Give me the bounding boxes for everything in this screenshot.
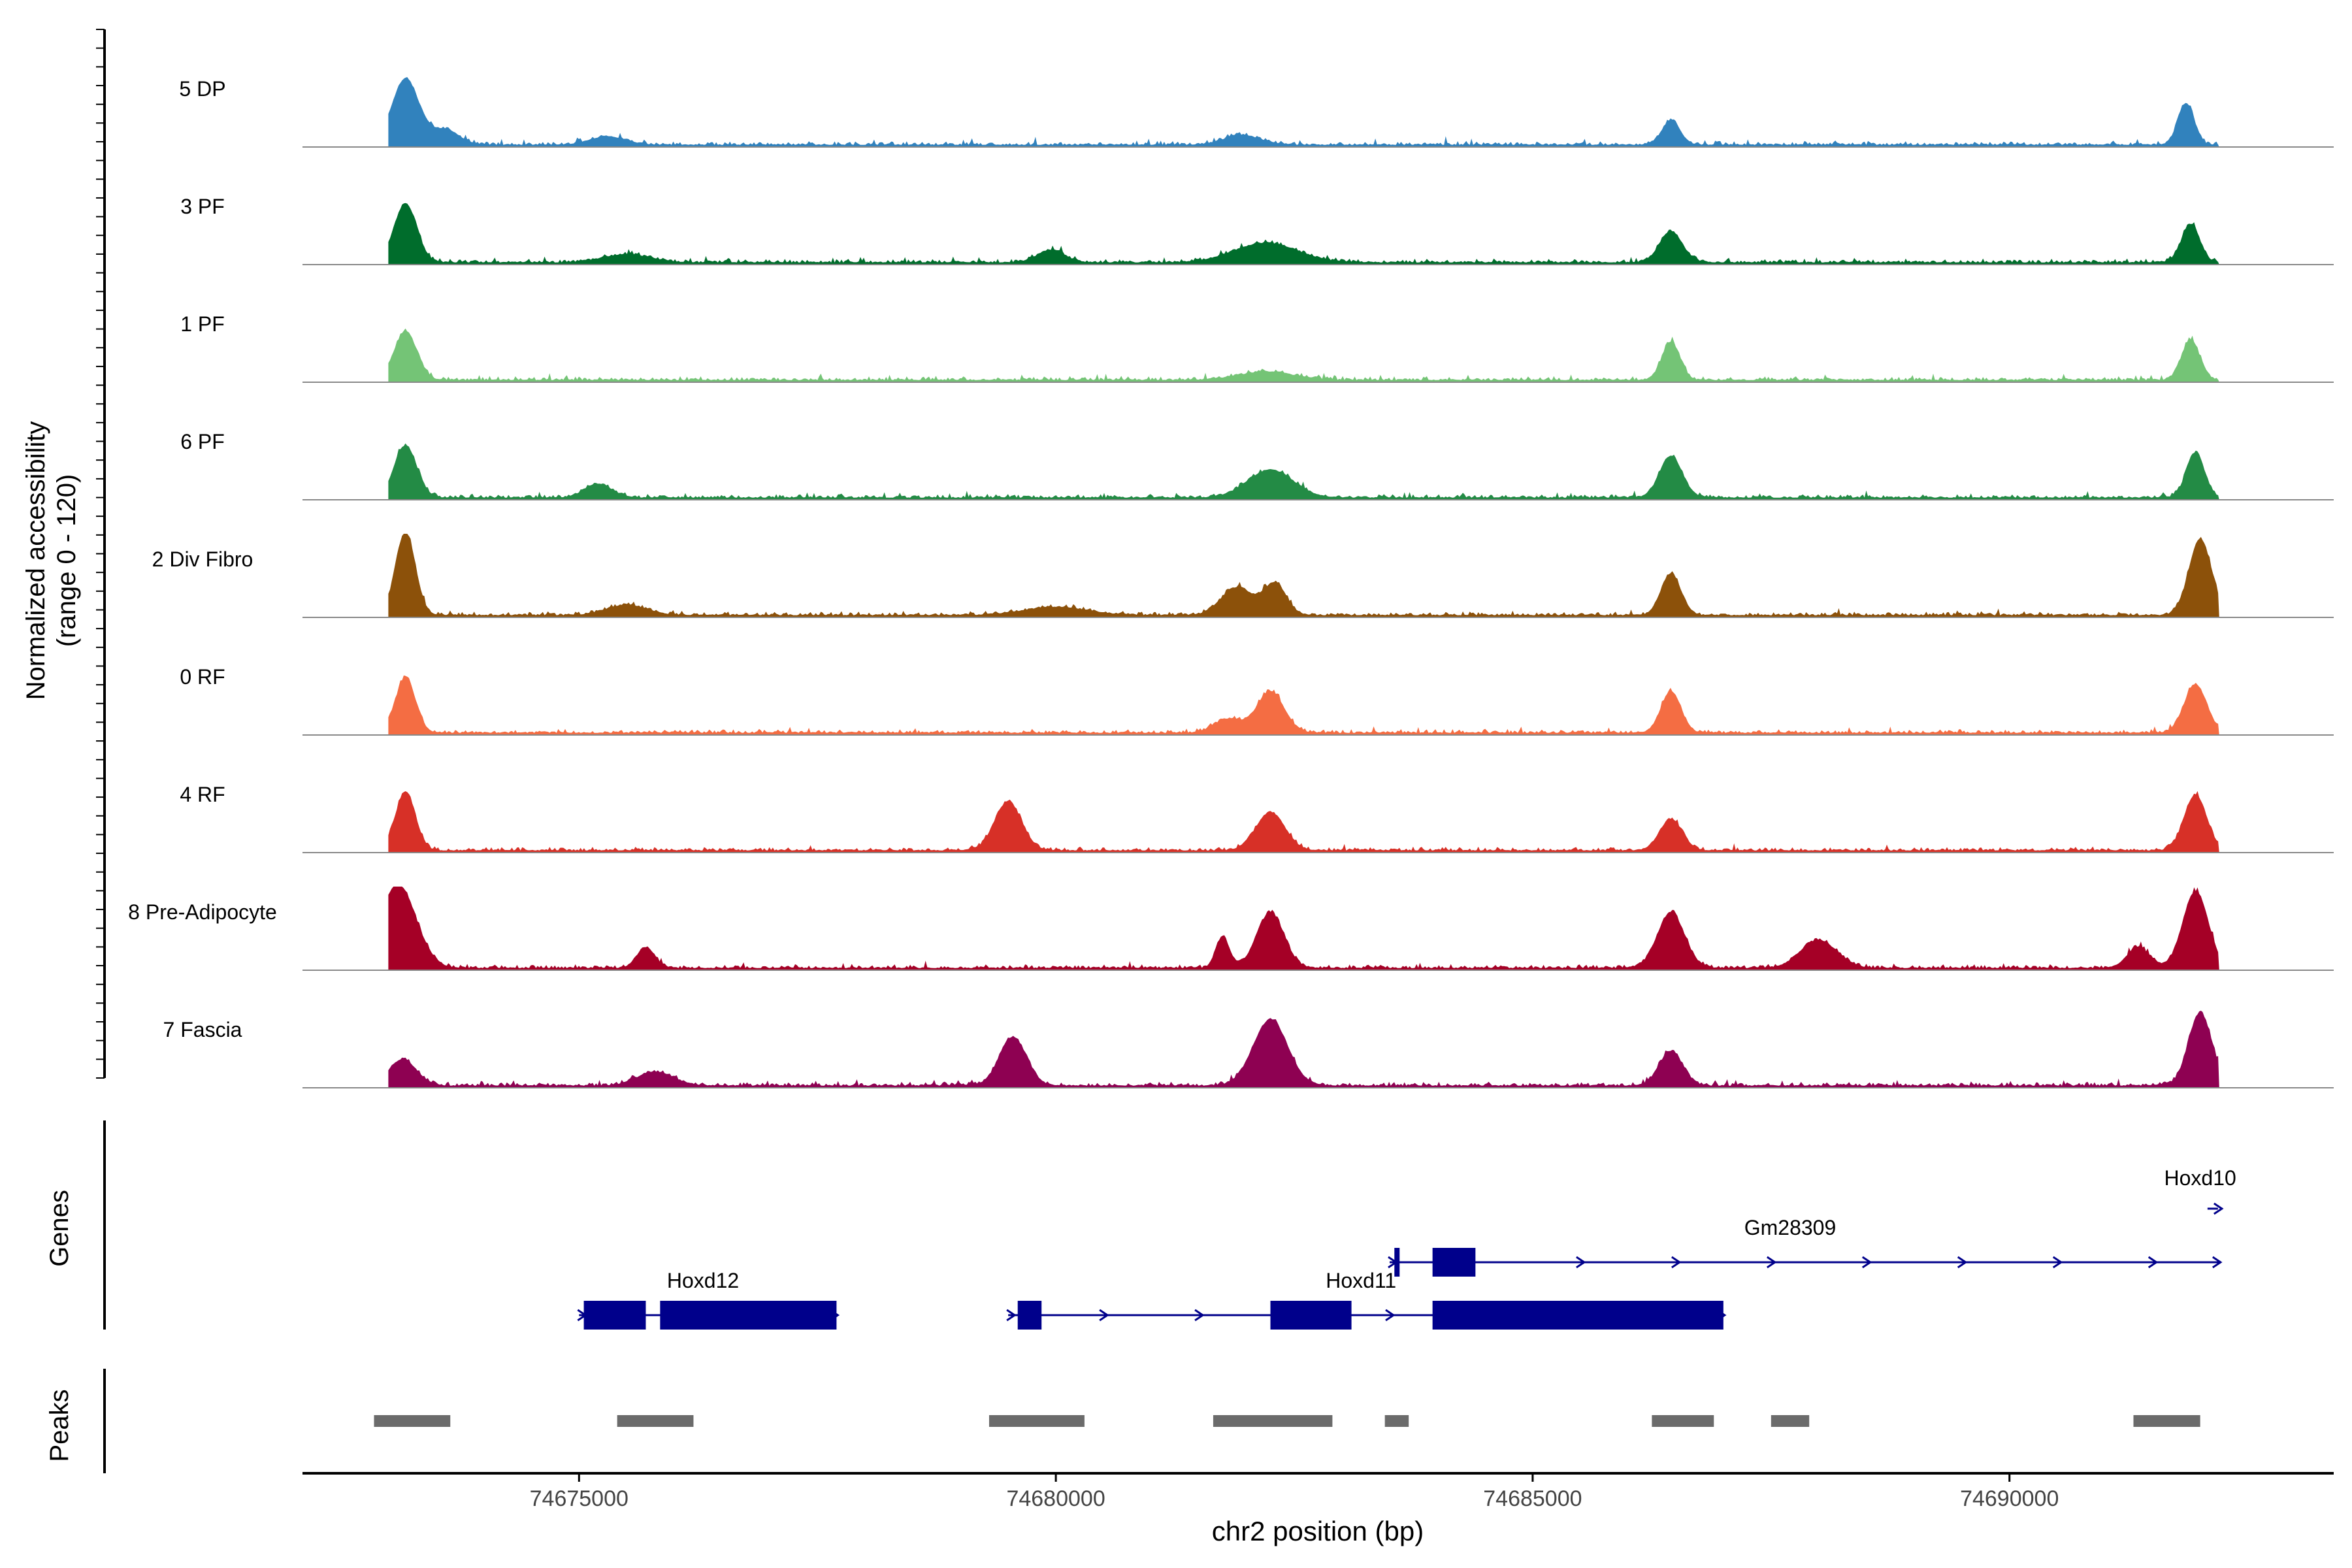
gene-gm28309: Gm28309: [1389, 1216, 2219, 1277]
peak-region: [2133, 1415, 2200, 1427]
strand-arrow: [1194, 1309, 1205, 1322]
coverage-area: [388, 203, 2219, 265]
strand-arrow: [1766, 1256, 1777, 1269]
strand-arrow: [1099, 1309, 1109, 1322]
strand-arrow: [1861, 1256, 1872, 1269]
x-tick-label: 74675000: [530, 1486, 629, 1511]
coverage-area: [388, 675, 2219, 735]
track-5-dp: 5 DP: [179, 77, 2334, 148]
track-7-fascia: 7 Fascia: [163, 1011, 2334, 1088]
peak-region: [374, 1415, 451, 1427]
track-6-pf: 6 PF: [180, 430, 2334, 500]
exon-block: [1270, 1301, 1352, 1330]
track-2-div-fibro: 2 Div Fibro: [152, 534, 2334, 618]
coverage-area: [388, 443, 2219, 500]
gene-label: Hoxd11: [1326, 1269, 1396, 1292]
strand-arrow: [1576, 1256, 1586, 1269]
y-axis-label: Normalized accessibility: [22, 421, 50, 700]
peak-region: [617, 1415, 694, 1427]
track-1-pf: 1 PF: [180, 312, 2334, 383]
track-8-pre-adipocyte: 8 Pre-Adipocyte: [128, 887, 2334, 971]
strand-arrow: [2052, 1256, 2063, 1269]
genomic-x-axis: chr2 position (bp) 74675000 74680000 74685…: [302, 1472, 2334, 1546]
exon-block: [1432, 1248, 1476, 1277]
coverage-area: [388, 534, 2219, 617]
track-label: 0 RF: [180, 665, 225, 689]
x-tick-label: 74685000: [1483, 1486, 1582, 1511]
strand-arrow: [1006, 1309, 1017, 1322]
track-label: 5 DP: [179, 77, 225, 101]
track-0-rf: 0 RF: [180, 665, 2334, 736]
peak-region: [1213, 1415, 1333, 1427]
strand-arrow: [1716, 1309, 1727, 1322]
peak-region: [988, 1415, 1085, 1427]
coverage-area: [388, 791, 2219, 853]
strand-arrow: [577, 1309, 587, 1322]
coverage-area: [388, 328, 2219, 382]
exon-block: [1017, 1301, 1042, 1330]
exon-block: [583, 1301, 646, 1330]
peaks-panel: Peaks: [45, 1369, 2200, 1473]
coverage-area: [388, 1011, 2219, 1088]
accessibility-y-axis: Normalized accessibility (range 0 - 120): [22, 29, 106, 1079]
coverage-area: [388, 887, 2219, 970]
x-tick-label: 74680000: [1006, 1486, 1105, 1511]
track-3-pf: 3 PF: [180, 195, 2334, 265]
strand-arrow: [1957, 1256, 1968, 1269]
track-label: 4 RF: [180, 783, 225, 806]
genes-panel-label: Genes: [45, 1190, 74, 1267]
exon-block: [660, 1301, 837, 1330]
gene-label: Hoxd12: [667, 1269, 739, 1292]
peaks-panel-label: Peaks: [45, 1389, 74, 1462]
strand-arrow: [1388, 1256, 1398, 1269]
gene-hoxd10: Hoxd10: [2164, 1166, 2236, 1210]
strand-arrow: [2213, 1202, 2224, 1215]
strand-arrow: [829, 1309, 840, 1322]
coverage-area: [388, 77, 2219, 147]
track-4-rf: 4 RF: [180, 783, 2334, 853]
strand-arrow: [2212, 1256, 2223, 1269]
strand-arrow: [1671, 1256, 1682, 1269]
peak-region: [1652, 1415, 1714, 1427]
x-tick-label: 74690000: [1960, 1486, 2059, 1511]
gene-label: Hoxd10: [2164, 1166, 2236, 1190]
track-label: 1 PF: [180, 312, 225, 336]
track-label: 7 Fascia: [163, 1018, 242, 1041]
x-axis-label: chr2 position (bp): [1212, 1516, 1424, 1546]
strand-arrow: [2148, 1256, 2159, 1269]
gene-hoxd12: Hoxd12: [579, 1269, 837, 1330]
track-label: 2 Div Fibro: [152, 547, 253, 571]
coverage-tracks: 5 DP 3 PF 1 PF 6 PF 2 Div Fibro 0 RF 4 RF 8 Pre…: [128, 77, 2334, 1088]
track-label: 8 Pre-Adipocyte: [128, 900, 277, 924]
strand-arrow: [1385, 1309, 1396, 1322]
peak-region: [1771, 1415, 1810, 1427]
track-label: 3 PF: [180, 195, 225, 218]
gene-hoxd11: Hoxd11: [1008, 1269, 1723, 1330]
track-label: 6 PF: [180, 430, 225, 453]
peak-region: [1384, 1415, 1409, 1427]
genes-panel: Genes Hoxd12 Hoxd11 Gm28309 Hoxd10: [45, 1120, 2236, 1330]
exon-block: [1432, 1301, 1723, 1330]
y-axis-range-label: (range 0 - 120): [52, 474, 81, 647]
gene-label: Gm28309: [1744, 1216, 1837, 1239]
